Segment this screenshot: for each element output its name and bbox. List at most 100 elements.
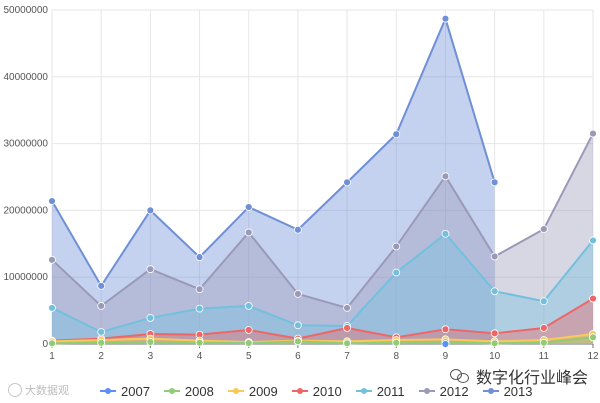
legend: 2007 2008 2009 2010 2011 2012 2013 — [100, 383, 533, 399]
legend-swatch — [227, 386, 244, 396]
point-2008 — [392, 338, 401, 347]
point-2011 — [392, 268, 401, 277]
point-2011 — [244, 302, 253, 310]
area-2012 — [52, 133, 593, 344]
watermark-left: 大数据观 — [8, 382, 69, 398]
legend-label: 2010 — [312, 383, 342, 399]
x-tick-label: 3 — [148, 351, 154, 362]
legend-item-2010[interactable]: 2010 — [291, 383, 342, 399]
point-2012 — [589, 129, 597, 138]
legend-label: 2012 — [439, 383, 469, 399]
x-tick-label: 1 — [49, 351, 55, 362]
legend-item-2013[interactable]: 2013 — [482, 383, 533, 399]
point-2012 — [97, 302, 106, 310]
area-2010 — [52, 298, 593, 344]
x-tick-label: 12 — [587, 351, 599, 362]
point-2011 — [48, 304, 56, 312]
point-2011 — [146, 314, 155, 322]
point-2013 — [244, 203, 253, 211]
point-2012 — [48, 255, 56, 264]
watermark-logo-icon — [8, 383, 22, 397]
y-tick-label: 20000000 — [4, 205, 49, 216]
point-2012 — [244, 228, 253, 237]
line-2008 — [51, 336, 594, 345]
point-2011 — [490, 287, 499, 296]
legend-label: 2011 — [376, 383, 405, 399]
point-2008 — [589, 333, 597, 342]
legend-item-2008[interactable]: 2008 — [163, 383, 214, 399]
point-2010 — [343, 324, 351, 332]
legend-label: 2009 — [248, 383, 278, 399]
area-2011 — [52, 233, 593, 344]
point-2008 — [294, 337, 302, 346]
legend-swatch — [482, 386, 499, 396]
x-tick-label: 10 — [489, 351, 501, 362]
y-tick-label: 40000000 — [4, 72, 49, 83]
point-2013 — [343, 178, 351, 187]
line-2009 — [51, 332, 594, 343]
point-2011 — [441, 229, 450, 238]
y-tick-label: 0 — [42, 339, 48, 350]
point-2008 — [48, 339, 56, 348]
point-2013 — [392, 130, 401, 139]
point-2012 — [490, 252, 499, 261]
watermark-left-text: 大数据观 — [25, 385, 69, 397]
point-2008 — [97, 338, 106, 347]
legend-swatch — [100, 386, 116, 396]
x-tick-label: 8 — [393, 351, 399, 362]
point-2012 — [343, 304, 351, 312]
legend-swatch — [291, 386, 308, 396]
point-2013 — [97, 281, 106, 290]
watermark-right-text: 数字化行业峰会 — [475, 370, 588, 387]
line-2013 — [51, 17, 496, 287]
y-tick-label: 30000000 — [4, 139, 49, 150]
point-2013 — [146, 206, 155, 215]
point-2013 — [294, 225, 302, 234]
legend-item-2007[interactable]: 2007 — [100, 384, 150, 399]
point-2013 — [48, 197, 56, 205]
legend-swatch — [163, 386, 180, 396]
point-2011 — [589, 236, 597, 245]
point-2008 — [146, 338, 155, 346]
x-tick-label: 5 — [246, 351, 252, 362]
legend-label: 2008 — [184, 383, 214, 399]
legend-swatch — [418, 386, 435, 396]
wechat-icon — [449, 369, 470, 383]
legend-label: 2007 — [121, 383, 150, 399]
point-2010 — [490, 329, 499, 338]
point-2008 — [343, 339, 351, 348]
point-2012 — [146, 265, 155, 274]
point-2010 — [589, 294, 597, 303]
point-2011 — [539, 297, 548, 306]
point-2011 — [195, 304, 204, 313]
area-chart: 0 10000000 20000000 30000000 40000000 5000000… — [4, 5, 599, 362]
point-2011 — [294, 321, 302, 330]
x-tick-label: 11 — [539, 351, 550, 362]
point-2012 — [195, 285, 204, 294]
point-2008 — [490, 339, 499, 348]
point-2012 — [441, 172, 450, 181]
point-2008 — [539, 338, 548, 347]
line-2010 — [51, 297, 594, 342]
y-tick-label: 10000000 — [4, 272, 49, 283]
line-2011 — [51, 232, 594, 333]
point-2008 — [244, 339, 253, 347]
x-tick-label: 2 — [98, 351, 104, 362]
point-2012 — [392, 242, 401, 251]
y-tick-label: 50000000 — [4, 5, 49, 16]
legend-item-2012[interactable]: 2012 — [418, 383, 469, 399]
x-tick-label: 6 — [295, 351, 301, 362]
legend-item-2011[interactable]: 2011 — [355, 383, 405, 399]
point-2010 — [539, 324, 548, 332]
point-2013 — [195, 253, 204, 262]
point-2011 — [97, 328, 106, 336]
point-2013 — [490, 178, 499, 187]
legend-swatch — [355, 386, 372, 396]
point-2012 — [539, 225, 548, 234]
point-2008 — [195, 338, 204, 347]
legend-item-2009[interactable]: 2009 — [227, 383, 278, 399]
point-2010 — [441, 325, 450, 334]
x-tick-label: 7 — [344, 351, 350, 362]
x-tick-label: 4 — [197, 351, 203, 362]
legend-label: 2013 — [503, 383, 533, 399]
